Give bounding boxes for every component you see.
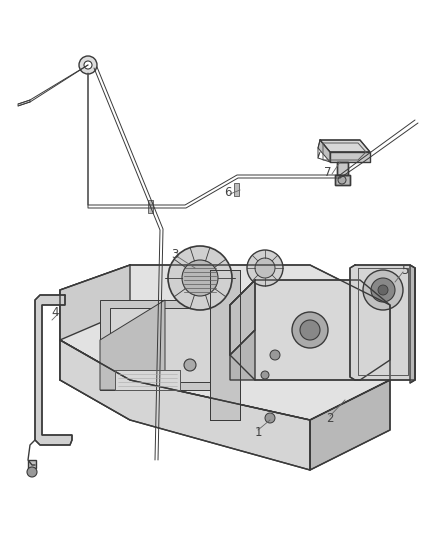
Circle shape — [168, 246, 232, 310]
Polygon shape — [60, 340, 130, 420]
Text: 7: 7 — [324, 166, 332, 179]
Circle shape — [261, 371, 269, 379]
Polygon shape — [330, 152, 370, 162]
Text: 3: 3 — [171, 248, 179, 262]
Text: 2: 2 — [326, 411, 334, 424]
Polygon shape — [110, 308, 220, 382]
Circle shape — [79, 56, 97, 74]
Polygon shape — [28, 460, 36, 468]
Polygon shape — [35, 295, 72, 445]
Polygon shape — [350, 265, 415, 380]
Polygon shape — [410, 265, 415, 383]
Polygon shape — [230, 280, 255, 355]
Polygon shape — [335, 175, 350, 185]
Circle shape — [84, 61, 92, 69]
Circle shape — [300, 320, 320, 340]
Polygon shape — [100, 300, 230, 390]
Polygon shape — [310, 380, 390, 470]
Circle shape — [363, 270, 403, 310]
Circle shape — [371, 278, 395, 302]
Polygon shape — [100, 300, 165, 390]
Circle shape — [265, 413, 275, 423]
Polygon shape — [230, 280, 390, 380]
Polygon shape — [230, 330, 255, 380]
Circle shape — [182, 260, 218, 296]
Polygon shape — [148, 200, 153, 213]
Text: 5: 5 — [401, 263, 409, 277]
Circle shape — [292, 312, 328, 348]
Polygon shape — [318, 140, 330, 162]
Circle shape — [378, 285, 388, 295]
Polygon shape — [337, 162, 348, 175]
Polygon shape — [210, 270, 240, 420]
Text: 4: 4 — [51, 305, 59, 319]
Polygon shape — [60, 265, 390, 420]
Circle shape — [270, 350, 280, 360]
Circle shape — [338, 176, 346, 184]
Text: 1: 1 — [254, 425, 262, 439]
Polygon shape — [234, 183, 239, 196]
Polygon shape — [18, 100, 30, 106]
Polygon shape — [60, 265, 130, 340]
Polygon shape — [60, 340, 310, 470]
Circle shape — [255, 258, 275, 278]
Circle shape — [247, 250, 283, 286]
Circle shape — [184, 359, 196, 371]
Circle shape — [27, 467, 37, 477]
Polygon shape — [115, 370, 180, 390]
Polygon shape — [320, 140, 370, 152]
Text: 6: 6 — [224, 185, 232, 198]
